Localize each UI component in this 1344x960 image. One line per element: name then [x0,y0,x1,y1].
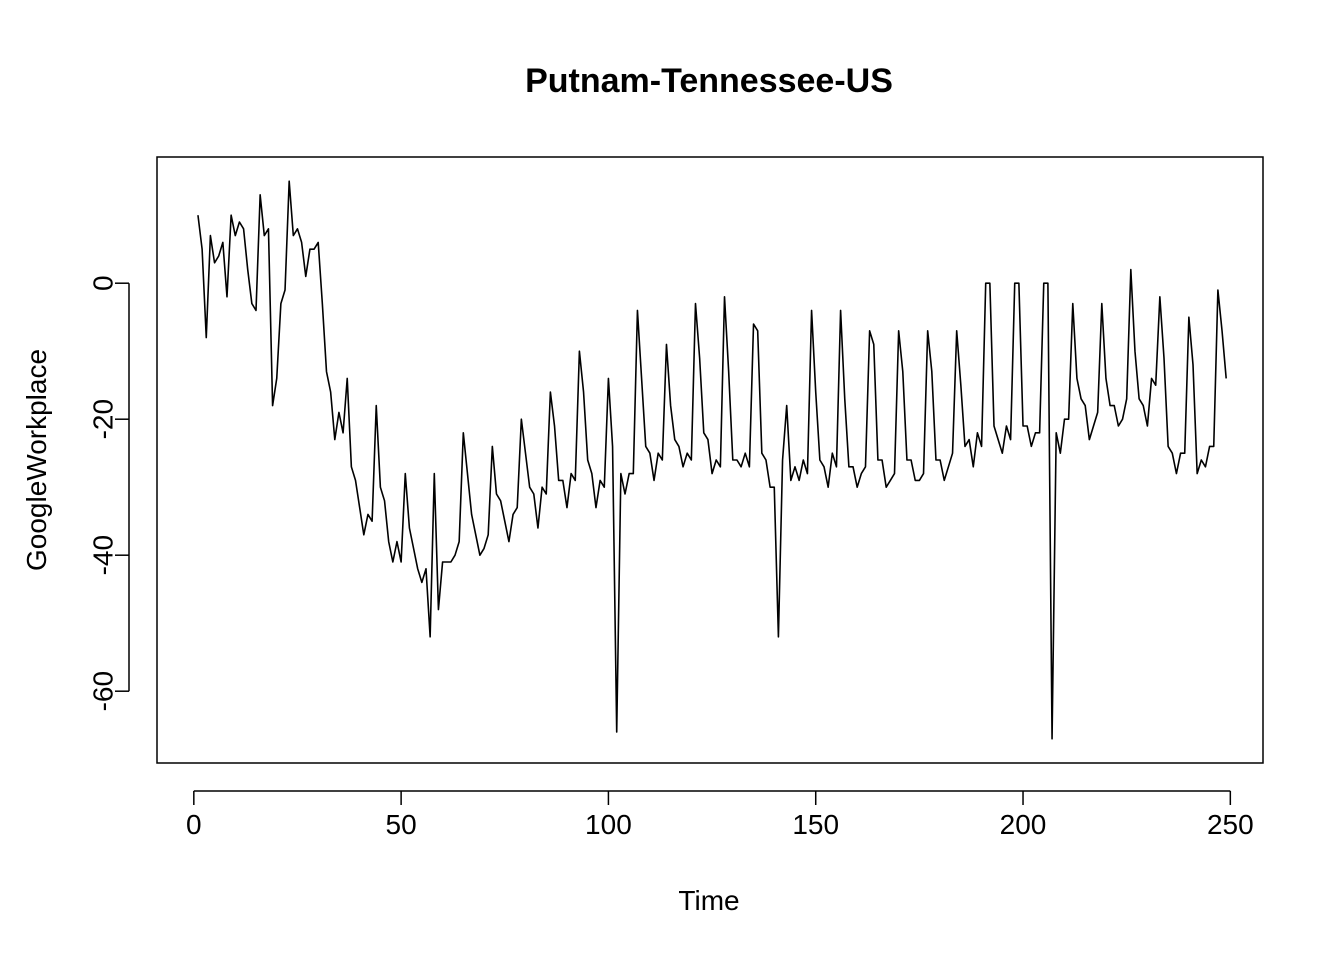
y-tick-label: -60 [87,671,118,711]
series-layer [197,180,1227,740]
x-tick-label: 200 [1000,809,1047,840]
x-axis-label: Time [678,885,739,916]
x-tick-label: 100 [585,809,632,840]
x-axis: 0 50 100 150 200 250 [186,790,1254,840]
y-tick-label: -20 [87,399,118,439]
x-tick-label: 150 [792,809,839,840]
y-axis: 0 -20 -40 -60 [87,275,130,711]
plot-frame [156,156,1264,764]
y-axis-label: GoogleWorkplace [21,349,52,571]
series-line [197,180,1227,740]
y-tick-label: 0 [87,275,118,291]
chart-title: Putnam-Tennessee-US [525,62,893,100]
y-tick-label: -40 [87,535,118,575]
x-tick-label: 0 [186,809,202,840]
x-tick-label: 50 [386,809,417,840]
x-tick-label: 250 [1207,809,1254,840]
